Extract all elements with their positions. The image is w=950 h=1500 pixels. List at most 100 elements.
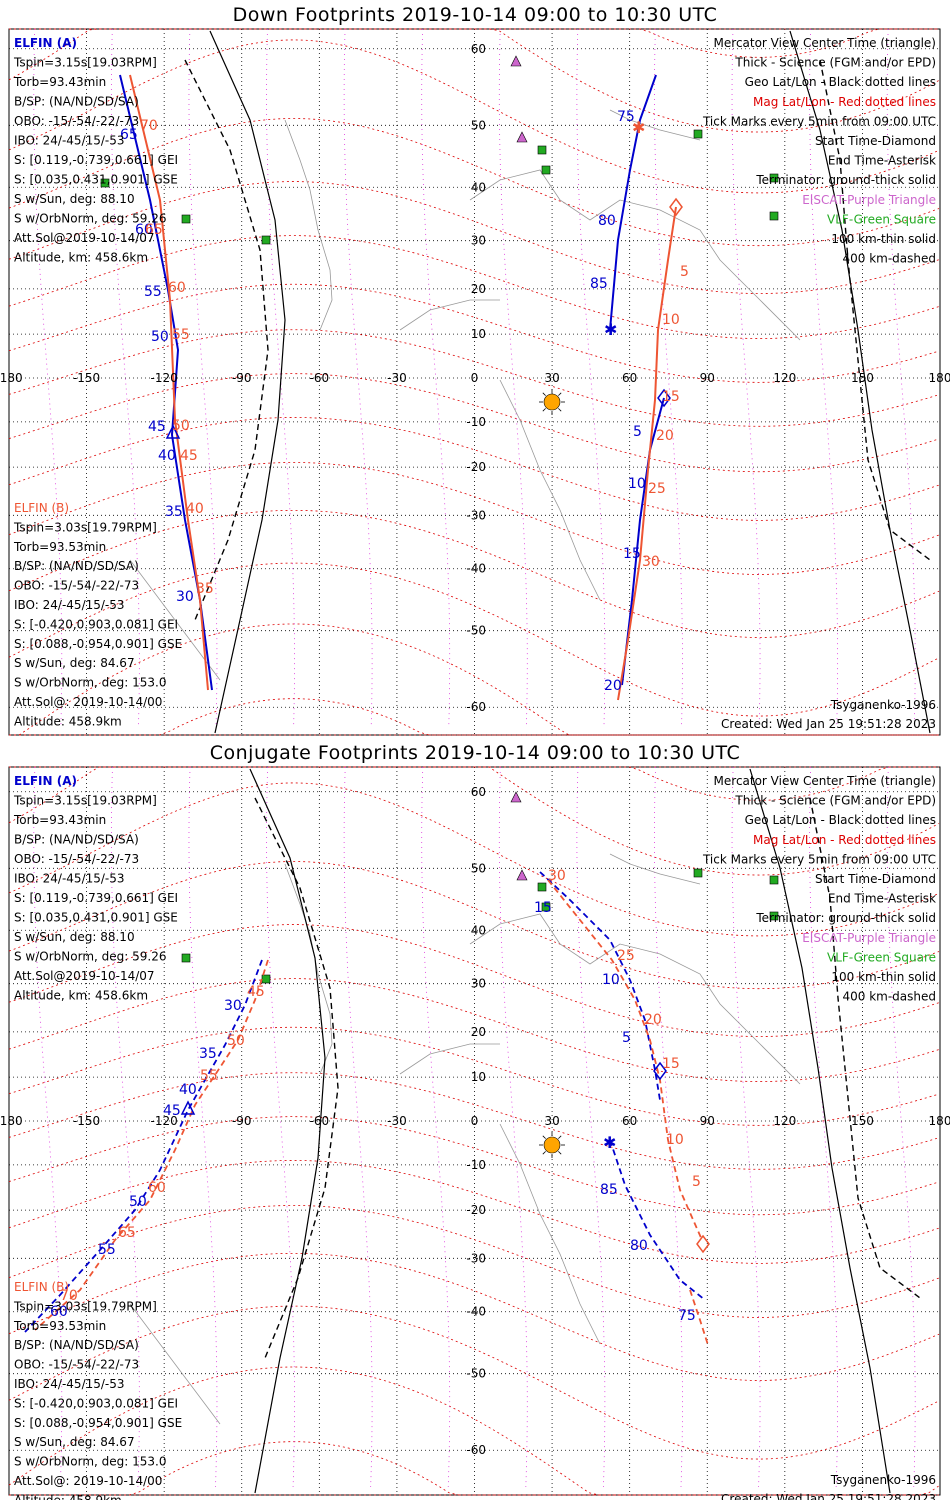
vlf-station-icon (769, 911, 779, 921)
mlt-line (576, 28, 606, 726)
down-footprints-map: ✱✱ 7580855101520656055504540353051015202… (0, 28, 950, 736)
mlt-line (188, 28, 218, 726)
legend-entry: Mercator View Center Time (triangle) (714, 36, 936, 50)
coastline (499, 1123, 601, 1345)
lon-tick-label: -30 (387, 1114, 407, 1128)
lat-tick-label: -40 (466, 562, 486, 576)
mag-lat-line (9, 698, 939, 736)
elfin-b-time-label: 30 (642, 554, 660, 570)
elfin-a-time-label: 55 (144, 284, 162, 300)
mlt-line (343, 766, 373, 1488)
elfin-a-info-line: S: [0.119,-0.739,0.661] GEI (14, 891, 178, 905)
lat-tick-label: -20 (466, 1203, 486, 1217)
elfin-a-track (621, 397, 665, 686)
elfin-b-time-label: 70 (60, 1288, 78, 1304)
elfin-b-time-label: 15 (662, 389, 680, 405)
mlt-line (110, 766, 140, 1488)
mlt-line (343, 28, 373, 726)
elfin-b-track (617, 206, 677, 701)
legend-entry: 400 km-dashed (842, 252, 936, 266)
vlf-station-icon (769, 875, 779, 885)
elfin-b-time-label: 20 (644, 1012, 662, 1028)
vlf-station-icon (537, 145, 547, 155)
elfin-a-info-line: B/SP: (NA/ND/SD/SA) (14, 95, 139, 109)
elfin-b-time-label: 10 (662, 312, 680, 328)
legend-entry: EISCAT-Purple Triangle (802, 193, 936, 207)
lat-tick-label: 30 (471, 977, 486, 991)
elfin-a-info-line: Tspin=3.15s[19.03RPM] (13, 794, 157, 808)
elfin-a-time-label: 55 (98, 1242, 116, 1258)
terminator-400km (819, 59, 931, 561)
legend-entry: Geo Lat/Lon - Black dotted lines (745, 75, 936, 89)
elfin-b-info-line: Altitude: 458.9km (14, 1493, 122, 1500)
elfin-b-time-label: 55 (200, 1068, 218, 1084)
mlt-line (886, 28, 916, 726)
sun-ray (542, 408, 546, 412)
lat-tick-label: -20 (466, 460, 486, 474)
vlf-station-icon (769, 211, 779, 221)
elfin-a-info-line: OBO: -15/-54/-22/-73 (14, 114, 139, 128)
elfin-b-info-line: S w/OrbNorm, deg: 153.0 (14, 676, 166, 690)
elfin-a-time-label: 20 (604, 678, 622, 694)
coastline (284, 119, 333, 331)
conjugate-footprints-panel: Conjugate Footprints 2019-10-14 09:00 to… (0, 738, 950, 1500)
elfin-a-track (24, 959, 263, 1333)
terminator-400km (254, 797, 339, 1359)
mag-lat-line (9, 623, 939, 736)
end-asterisk-icon: ✱ (632, 118, 645, 137)
mag-lat-line (8, 562, 940, 717)
lon-tick-label: 30 (544, 371, 559, 385)
legend-entry: Mercator View Center Time (triangle) (714, 774, 936, 788)
terminator-curve (789, 30, 931, 734)
legend-entry: Mag Lat/Lon - Red dotted lines (753, 95, 936, 109)
legend-entry: 100 km-thin solid (831, 232, 936, 246)
elfin-b-info-line: OBO: -15/-54/-22/-73 (14, 579, 139, 593)
mag-lat-line (8, 1072, 940, 1170)
elfin-b-info-line: S w/OrbNorm, deg: 153.0 (14, 1455, 166, 1469)
elfin-b-info-line: S w/Sun, deg: 84.67 (14, 656, 135, 670)
elfin-a-info-line: Altitude, km: 458.6km (14, 251, 148, 265)
elfin-b-info-line: Torb=93.53min (13, 1319, 106, 1333)
lat-tick-label: 60 (471, 42, 486, 56)
elfin-a-time-label: 45 (148, 419, 166, 435)
lon-tick-label: 180 (929, 1114, 950, 1128)
elfin-b-track (129, 74, 209, 691)
mag-lat-line (8, 118, 940, 247)
vlf-station-icon (261, 974, 271, 984)
mag-lat-line (8, 373, 940, 473)
elfin-b-info-line: IBO: 24/-45/15/-53 (14, 598, 125, 612)
eiscat-station-icon (516, 131, 528, 143)
elfin-a-time-label: 10 (602, 972, 620, 988)
elfin-a-time-label: 80 (630, 1238, 648, 1254)
mag-lat-line (8, 1252, 940, 1381)
lat-tick-label: 50 (471, 861, 486, 875)
vlf-station-icon (100, 178, 110, 188)
elfin-a-track (539, 871, 661, 1101)
mlt-line (421, 766, 451, 1488)
legend-entry: EISCAT-Purple Triangle (802, 931, 936, 945)
down-footprints-panel: Down Footprints 2019-10-14 09:00 to 10:3… (0, 0, 950, 740)
terminator-curve (209, 30, 286, 734)
legend-entry: Mag Lat/Lon - Red dotted lines (753, 833, 936, 847)
elfin-a-time-label: 80 (598, 213, 616, 229)
mag-lat-line (8, 861, 940, 990)
terminator-curve (249, 768, 326, 1494)
elfin-a-info-line: OBO: -15/-54/-22/-73 (14, 852, 139, 866)
elfin-b-time-label: 5 (692, 1174, 701, 1190)
lat-tick-label: 50 (471, 118, 486, 132)
mlt-line (498, 766, 528, 1488)
legend-entry: 400 km-dashed (842, 990, 936, 1004)
elfin-b-time-label: 50 (172, 418, 190, 434)
mag-lat-line (8, 509, 940, 638)
elfin-b-name: ELFIN (B) (14, 501, 69, 515)
map-content: ✱✱ (100, 30, 931, 734)
elfin-b-time-label: 30 (548, 868, 566, 884)
legend-entry: End Time-Asterisk (828, 154, 936, 168)
elfin-b-time-label: 55 (172, 327, 190, 343)
legend-entry: 100 km-thin solid (831, 970, 936, 984)
elfin-a-time-label: 15 (623, 546, 641, 562)
mag-lat-line (8, 1305, 940, 1460)
map-text: 15 10 5 85 80 75 30 35 40 45 50 55 60 30 25 20 15 10 5 45 50… (0, 774, 950, 1500)
lon-tick-label: 180 (929, 371, 950, 385)
coastline (399, 299, 500, 331)
